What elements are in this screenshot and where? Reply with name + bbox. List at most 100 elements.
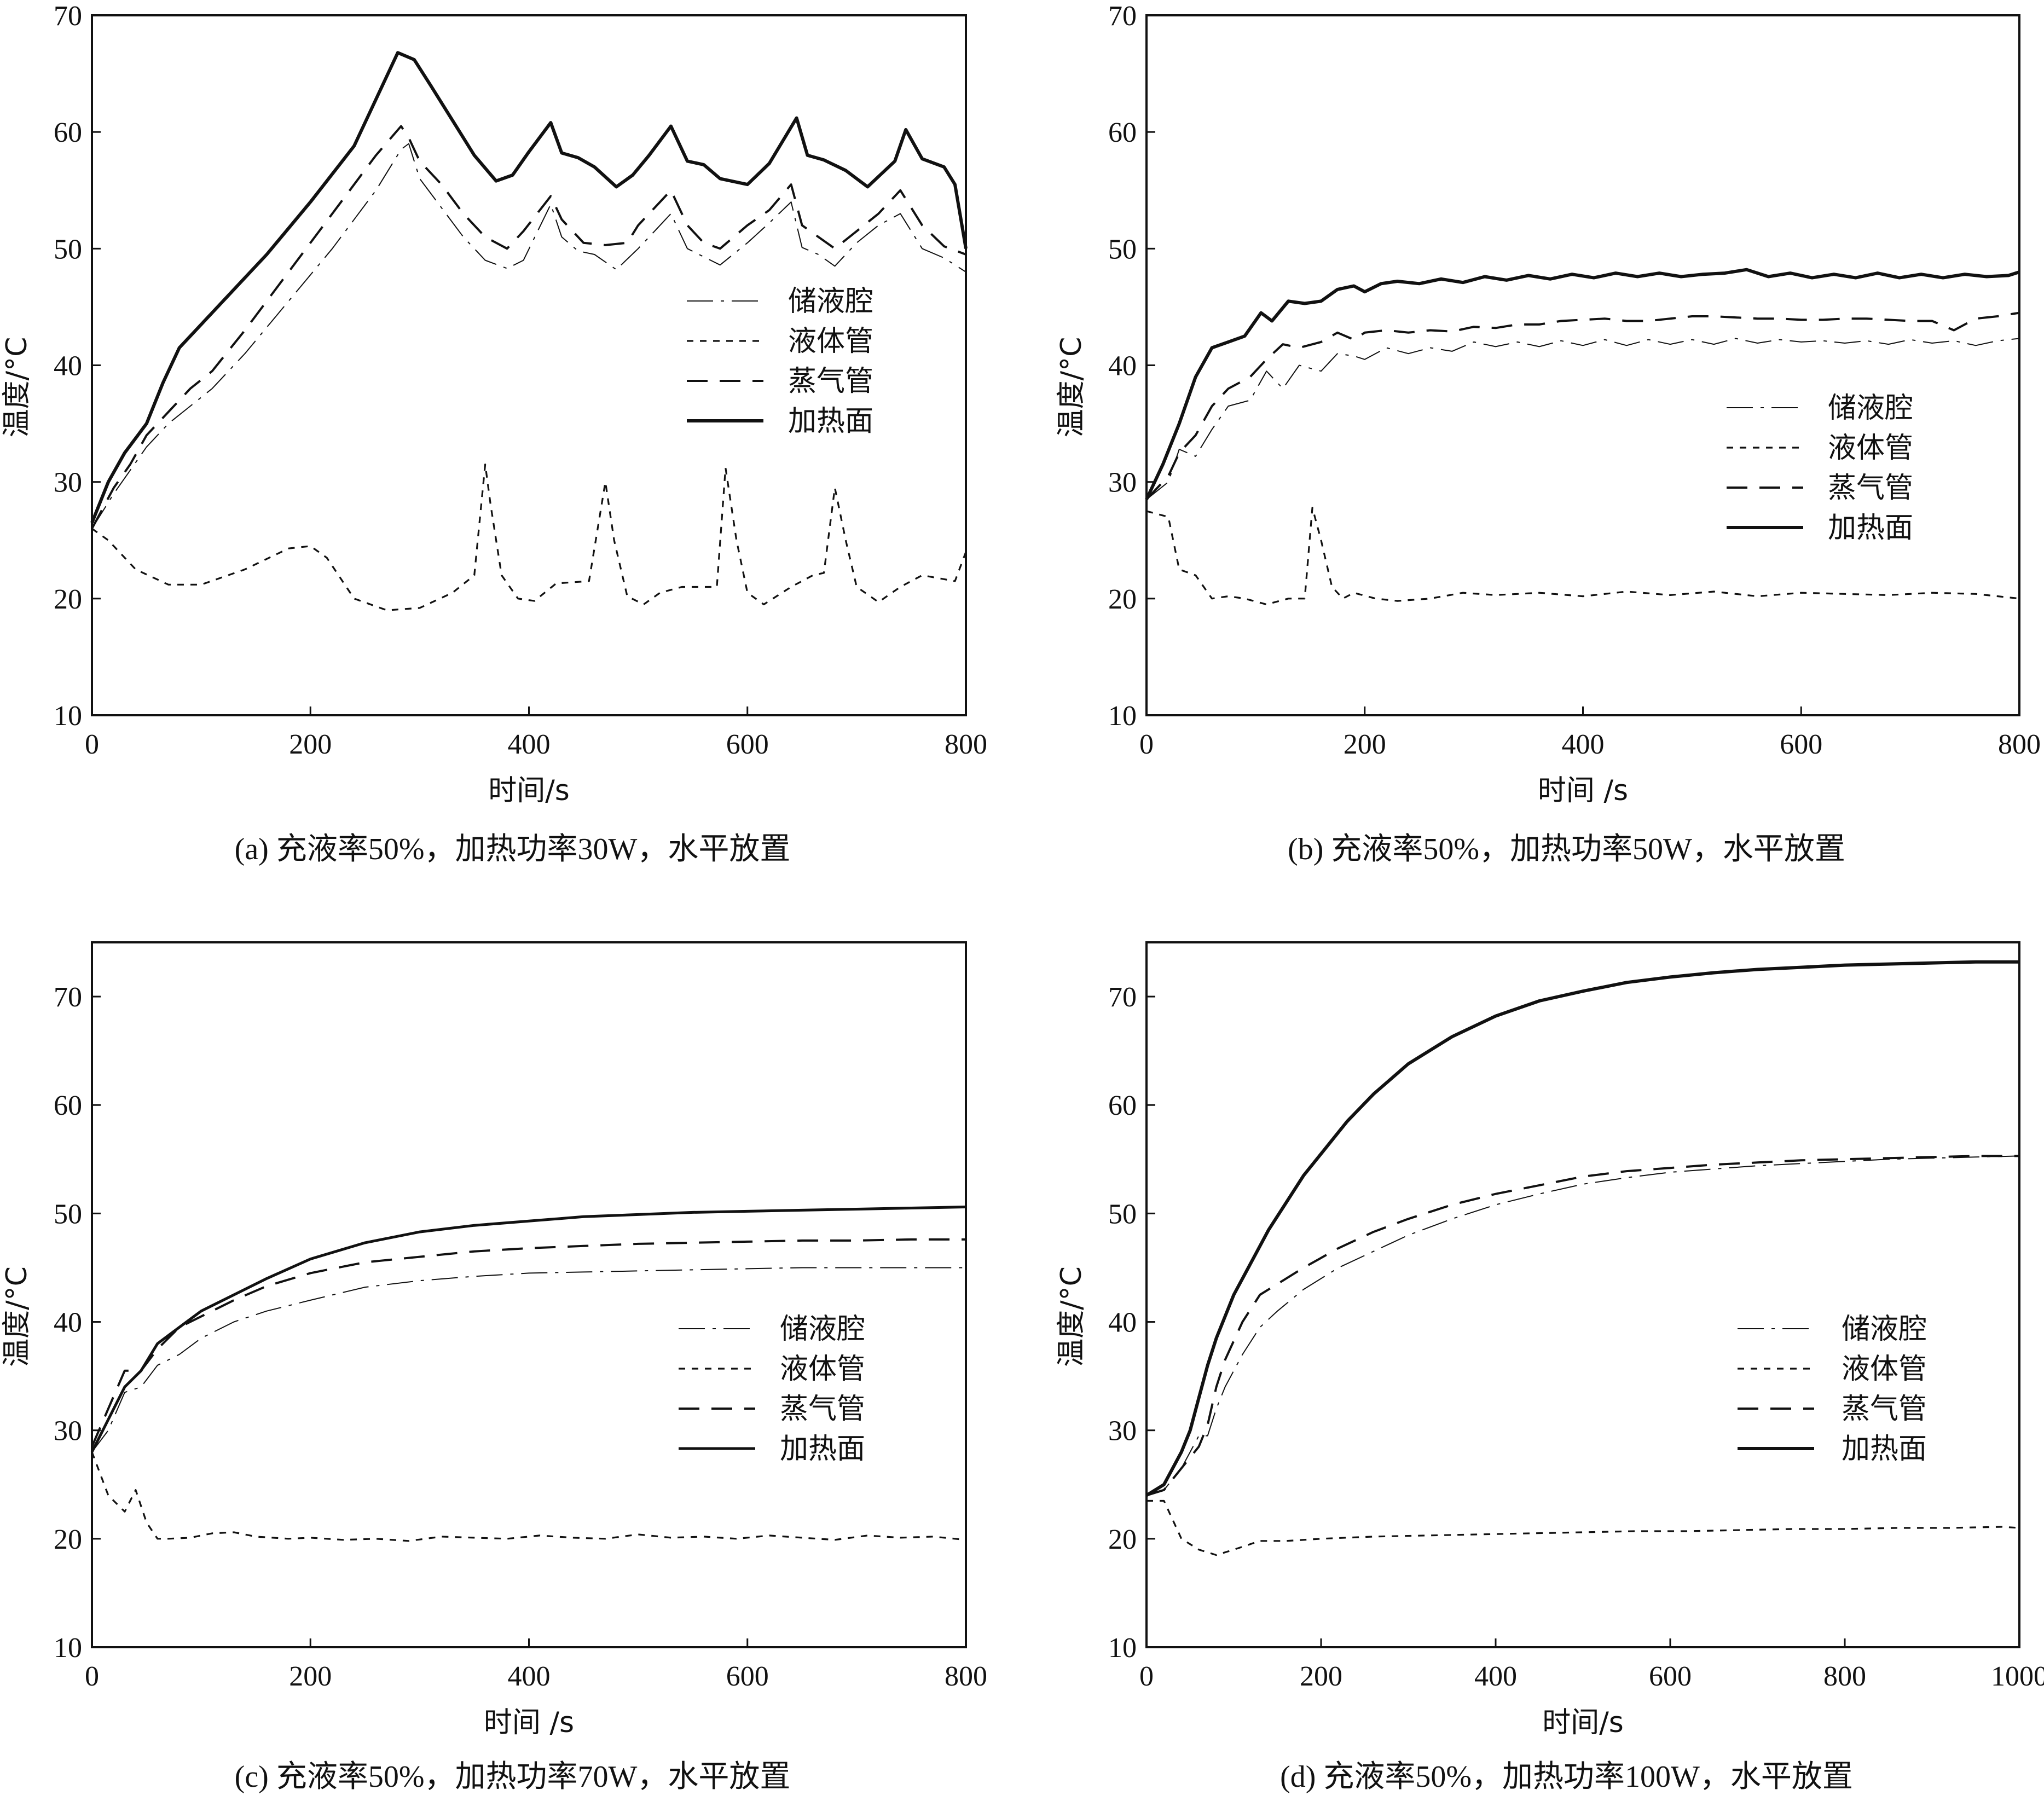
series-line-蒸气管 (1145, 311, 2020, 500)
y-axis-title: 温度/°C (1, 337, 33, 438)
series-line-液体管 (91, 464, 967, 611)
x-tick-label: 200 (289, 729, 332, 760)
x-tick-label: 0 (85, 729, 99, 760)
series-line-储液腔 (91, 1267, 966, 1452)
y-tick-label: 10 (1108, 1632, 1137, 1664)
series-line-储液腔 (91, 143, 966, 529)
y-tick-label: 20 (54, 584, 82, 615)
y-tick-label: 60 (54, 117, 82, 148)
x-tick-label: 400 (1474, 1661, 1517, 1692)
series-line-加热面 (90, 51, 968, 524)
series-line-蒸气管 (91, 125, 966, 529)
x-tick-label: 200 (289, 1661, 332, 1692)
series-line-蒸气管 (1146, 1155, 2019, 1497)
x-axis-title: 时间/s (488, 774, 570, 807)
y-tick-label: 60 (1108, 1090, 1137, 1121)
y-tick-label: 70 (54, 982, 82, 1013)
y-axis-title: 温度/°C (1, 1266, 33, 1367)
series-line-加热面 (90, 1206, 966, 1453)
y-tick-label: 30 (1108, 1416, 1137, 1447)
y-tick-label: 60 (1108, 117, 1137, 148)
x-axis-title: 时间/s (1542, 1706, 1624, 1739)
x-tick-label: 0 (1139, 729, 1154, 760)
chart-panel-c: 10 20 30 40 50 60 70 0 200 400 600 800 时间 /s 温度/°C (c)… (1, 941, 987, 1794)
legend-label: 蒸气管 (780, 1393, 865, 1426)
x-tick-label: 600 (726, 1661, 769, 1692)
x-tick-label: 200 (1344, 729, 1386, 760)
series-line-储液腔 (1146, 1155, 2020, 1496)
y-tick-label: 20 (1108, 584, 1137, 615)
x-tick-label: 600 (726, 729, 769, 760)
y-tick-label: 30 (1108, 467, 1137, 499)
x-tick-label: 400 (508, 729, 551, 760)
y-tick-label: 40 (1108, 1307, 1137, 1339)
x-tick-label: 800 (1823, 1661, 1866, 1692)
legend-label: 储液腔 (788, 285, 873, 318)
x-axis-title: 时间 /s (1538, 774, 1628, 807)
plot-frame (1145, 941, 2020, 1648)
x-tick-label: 600 (1649, 1661, 1692, 1692)
y-tick-label: 40 (54, 351, 82, 382)
legend-label: 储液腔 (1828, 392, 1913, 425)
x-tick-label: 800 (945, 729, 987, 760)
panel-caption: (b) 充液率50%，加热功率50W，水平放置 (1288, 832, 1845, 866)
legend-label: 液体管 (1828, 432, 1913, 465)
chart-panel-a: 10 20 30 40 50 60 70 0 200 400 600 800 时间/s 温度/°C (a) … (1, 1, 987, 866)
y-tick-label: 40 (1108, 351, 1137, 382)
x-tick-label: 200 (1300, 1661, 1342, 1692)
chart-panel-b: 10 20 30 40 50 60 70 0 200 400 600 800 时间 /s 温度/°C (b)… (1055, 1, 2041, 866)
y-tick-label: 10 (1108, 700, 1137, 732)
legend-label: 加热面 (788, 405, 873, 438)
plot-frame (91, 941, 967, 1648)
x-tick-label: 400 (1562, 729, 1605, 760)
legend-label: 蒸气管 (1842, 1393, 1927, 1426)
x-tick-label: 0 (1139, 1661, 1154, 1692)
series-line-液体管 (1146, 506, 2020, 606)
legend-label: 液体管 (780, 1353, 865, 1386)
series-line-蒸气管 (91, 1238, 966, 1447)
y-tick-label: 50 (1108, 1198, 1137, 1230)
y-axis-title: 温度/°C (1055, 1266, 1088, 1367)
y-tick-label: 10 (54, 700, 82, 732)
y-tick-label: 50 (54, 234, 82, 265)
legend-label: 储液腔 (780, 1313, 865, 1346)
legend-label: 加热面 (1828, 512, 1913, 545)
chart-panel-d: 10 20 30 40 50 60 70 0 200 400 600 800 1000 时间/s 温度/°C… (1055, 941, 2044, 1794)
x-tick-label: 400 (508, 1661, 551, 1692)
panel-caption: (a) 充液率50%，加热功率30W，水平放置 (235, 832, 791, 866)
y-tick-label: 60 (54, 1090, 82, 1121)
legend-label: 蒸气管 (788, 365, 873, 398)
legend-label: 蒸气管 (1828, 472, 1913, 505)
y-tick-label: 30 (54, 1416, 82, 1447)
x-axis-title: 时间 /s (484, 1706, 574, 1739)
y-axis-title: 温度/°C (1055, 337, 1088, 438)
series-line-液体管 (1147, 1499, 2020, 1556)
legend-label: 加热面 (1842, 1433, 1927, 1466)
series-line-加热面 (1145, 268, 2020, 500)
x-tick-label: 600 (1780, 729, 1822, 760)
legend-label: 储液腔 (1842, 1313, 1927, 1346)
legend-label: 加热面 (780, 1433, 865, 1466)
x-tick-label: 1000 (1991, 1661, 2044, 1692)
y-tick-label: 50 (54, 1198, 82, 1230)
plot-frame (1145, 14, 2020, 716)
x-tick-label: 0 (85, 1661, 99, 1692)
y-tick-label: 50 (1108, 234, 1137, 265)
y-tick-label: 70 (54, 1, 82, 32)
panel-caption: (d) 充液率50%，加热功率100W，水平放置 (1280, 1760, 1853, 1794)
legend-label: 液体管 (1842, 1353, 1927, 1386)
series-line-加热面 (1145, 960, 2019, 1497)
legend-label: 液体管 (788, 325, 873, 358)
y-tick-label: 70 (1108, 1, 1137, 32)
panel-caption: (c) 充液率50%，加热功率70W，水平放置 (235, 1760, 791, 1794)
y-tick-label: 70 (1108, 982, 1137, 1013)
y-tick-label: 20 (54, 1524, 82, 1555)
y-tick-label: 40 (54, 1307, 82, 1339)
x-tick-label: 800 (945, 1661, 987, 1692)
x-tick-label: 800 (1998, 729, 2041, 760)
